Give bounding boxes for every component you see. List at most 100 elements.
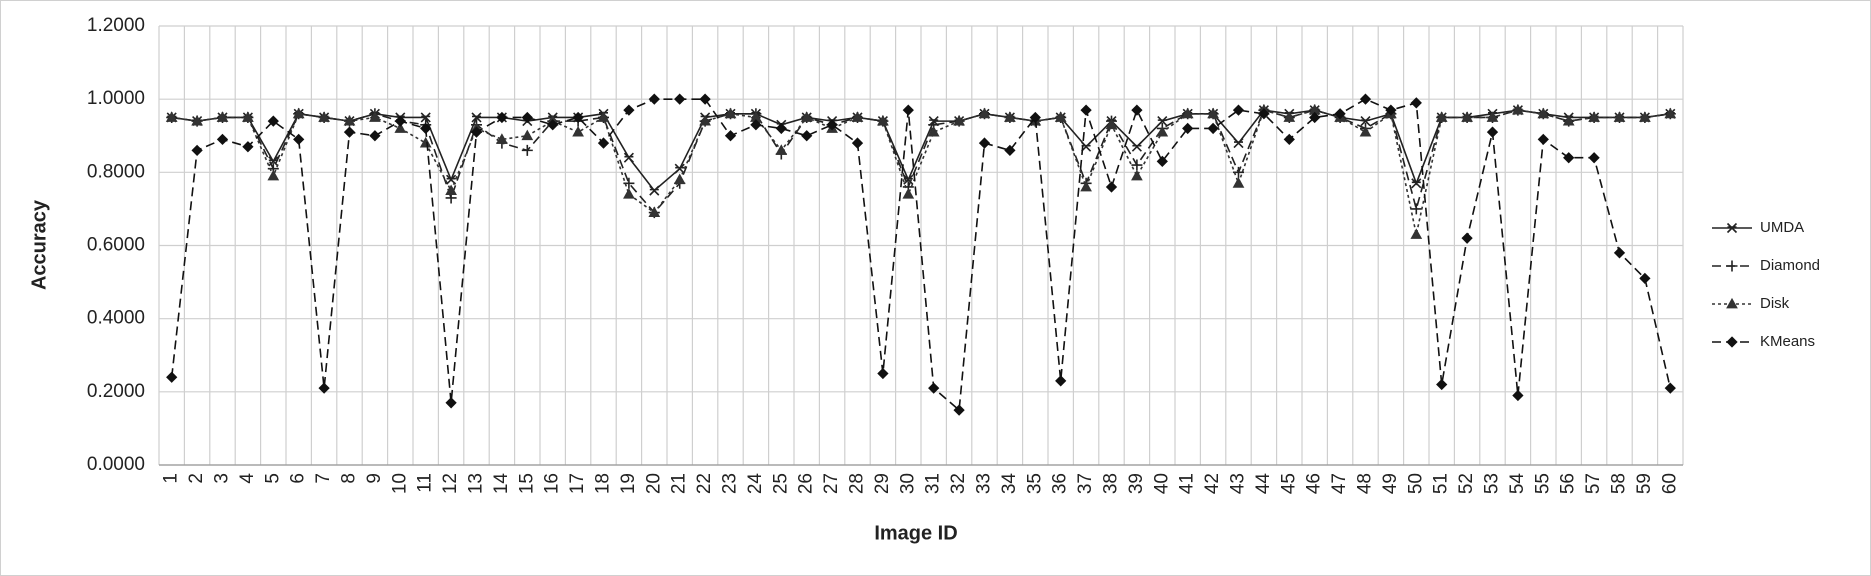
marker: [1359, 125, 1372, 137]
marker: [1181, 107, 1194, 119]
x-tick-label: 23: [720, 473, 741, 494]
marker: [1334, 108, 1346, 120]
marker: [1080, 104, 1092, 116]
marker: [1309, 111, 1321, 124]
marker: [165, 111, 178, 122]
marker: [1233, 138, 1244, 149]
marker: [750, 119, 762, 131]
marker: [673, 173, 686, 185]
marker: [547, 119, 559, 131]
x-tick-label: 7: [313, 473, 334, 484]
marker: [1157, 116, 1168, 127]
x-tick-label: 59: [1634, 473, 1655, 494]
marker: [1512, 389, 1524, 402]
marker: [724, 107, 737, 119]
marker: [597, 137, 610, 149]
marker: [1232, 177, 1245, 188]
marker: [648, 93, 660, 105]
x-tick-label: 42: [1202, 473, 1223, 494]
x-tick-label: 10: [389, 473, 410, 494]
marker: [369, 130, 381, 142]
x-tick-label: 29: [872, 473, 893, 494]
marker: [1283, 133, 1295, 146]
x-tick-label: 56: [1558, 473, 1579, 494]
x-tick-label: 18: [593, 473, 614, 494]
marker: [699, 114, 711, 126]
x-tick-label: 4: [237, 473, 258, 484]
x-tick-label: 54: [1507, 473, 1528, 495]
marker: [1080, 180, 1092, 192]
marker: [394, 115, 406, 127]
x-tick-label: 36: [1050, 473, 1071, 494]
legend: UMDA Diamond Disk KMeans: [1712, 219, 1820, 350]
marker: [1004, 111, 1016, 122]
marker: [1004, 144, 1016, 157]
marker: [292, 107, 305, 119]
marker: [191, 114, 203, 126]
marker: [902, 104, 914, 116]
marker: [1131, 141, 1142, 152]
x-tick-label: 53: [1482, 473, 1503, 494]
marker: [166, 371, 178, 383]
legend-marker: [1726, 336, 1738, 348]
marker: [1410, 203, 1422, 215]
marker: [1461, 232, 1473, 244]
marker: [521, 129, 534, 141]
x-tick-label: 1: [161, 473, 182, 484]
series-line: [171, 109, 1671, 235]
x-tick-label: 8: [339, 473, 360, 484]
marker: [216, 133, 229, 146]
marker: [623, 188, 635, 199]
marker: [572, 111, 584, 124]
marker: [724, 130, 737, 142]
x-tick-label: 50: [1405, 473, 1426, 494]
marker: [1029, 111, 1041, 124]
marker: [572, 125, 584, 137]
marker: [1156, 125, 1169, 137]
marker: [242, 141, 254, 153]
marker: [978, 107, 991, 119]
marker: [851, 137, 864, 149]
marker: [1055, 375, 1067, 387]
x-tick-label: 47: [1329, 473, 1350, 494]
marker: [343, 126, 356, 138]
marker: [953, 114, 965, 126]
x-tick-label: 48: [1355, 473, 1376, 494]
marker: [1105, 181, 1118, 193]
marker: [1054, 111, 1067, 122]
x-tick-label: 14: [491, 473, 512, 495]
x-tick-label: 13: [466, 473, 487, 494]
marker: [496, 111, 508, 124]
y-tick-label: 1.0000: [87, 88, 145, 109]
x-tick-label: 12: [440, 473, 461, 494]
series-line: [171, 109, 1671, 192]
marker: [318, 111, 330, 122]
x-tick-label: 49: [1380, 473, 1401, 494]
marker: [928, 382, 940, 394]
marker: [1537, 133, 1549, 146]
marker: [1486, 126, 1499, 138]
marker: [216, 111, 229, 122]
marker: [521, 144, 533, 156]
marker: [877, 114, 889, 126]
x-tick-label: 3: [212, 473, 233, 484]
marker: [1436, 378, 1448, 391]
x-tick-label: 22: [694, 473, 715, 494]
x-tick-label: 25: [770, 473, 791, 494]
x-tick-label: 26: [796, 473, 817, 494]
x-tick-label: 31: [923, 473, 944, 494]
marker: [445, 397, 457, 409]
marker: [1639, 111, 1651, 122]
x-tick-label: 44: [1253, 473, 1274, 495]
marker: [699, 93, 711, 105]
marker: [1613, 247, 1626, 259]
y-axis-title: Accuracy: [28, 199, 50, 290]
marker: [1486, 111, 1499, 122]
legend-marker: [1726, 297, 1738, 309]
x-tick-label: 33: [974, 473, 995, 494]
marker: [801, 130, 813, 142]
marker: [1512, 103, 1524, 115]
x-tick-label: 43: [1228, 473, 1249, 494]
x-tick-label: 21: [669, 473, 690, 494]
